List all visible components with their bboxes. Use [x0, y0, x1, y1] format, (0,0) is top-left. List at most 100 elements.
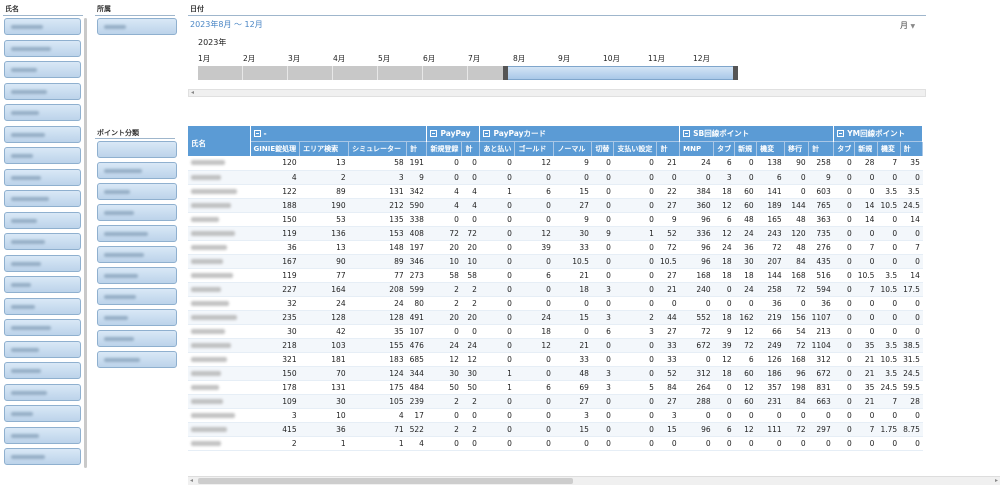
timeline-month-cell[interactable] [423, 66, 468, 80]
name-slicer-item[interactable] [4, 39, 81, 57]
name-slicer-item[interactable] [4, 319, 81, 336]
timeline-scrollbar[interactable]: ◂ [188, 89, 926, 97]
column-header[interactable]: 計 [406, 140, 428, 156]
row-header-name[interactable]: 氏名 [188, 126, 251, 156]
name-slicer-item[interactable] [4, 254, 81, 272]
timeline-end-handle[interactable] [733, 66, 738, 80]
timeline-month-cell[interactable] [243, 66, 288, 80]
column-header[interactable]: エリア検索 [299, 140, 350, 156]
row-name-cell[interactable] [188, 254, 250, 269]
points-slicer-item[interactable] [97, 351, 177, 368]
row-name-cell[interactable] [188, 422, 250, 437]
row-name-cell[interactable] [188, 310, 250, 325]
dept-slicer-item[interactable] [97, 18, 177, 35]
points-slicer-item[interactable] [97, 330, 177, 347]
collapse-icon[interactable] [253, 129, 261, 137]
column-group-header[interactable]: YM回線ポイント [833, 126, 924, 141]
collapse-icon[interactable] [837, 129, 845, 137]
row-name-cell[interactable] [188, 394, 250, 409]
row-name-cell[interactable] [188, 338, 250, 353]
row-name-cell[interactable] [188, 366, 250, 381]
name-slicer-item[interactable] [4, 340, 81, 358]
column-header[interactable]: 新規 [854, 140, 878, 156]
row-name-cell[interactable] [188, 436, 250, 451]
row-name-cell[interactable] [188, 324, 250, 339]
scroll-left-icon[interactable]: ◂ [191, 89, 195, 96]
column-header[interactable]: 移行 [784, 140, 810, 156]
name-slicer-item[interactable] [4, 426, 81, 444]
timeline-unit-dropdown[interactable]: 月 ▼ [900, 20, 915, 31]
column-header[interactable]: 機変 [756, 140, 786, 156]
name-slicer-item[interactable] [4, 61, 81, 78]
name-slicer-item[interactable] [4, 211, 81, 229]
column-header[interactable]: 計 [461, 140, 481, 156]
timeline-start-handle[interactable] [503, 66, 508, 80]
points-slicer-item[interactable] [97, 183, 177, 200]
name-slicer-scrollbar[interactable] [84, 18, 87, 468]
pivot-scroll-thumb[interactable] [198, 478, 573, 484]
points-slicer-item[interactable] [97, 162, 177, 179]
row-name-cell[interactable] [188, 170, 250, 185]
points-slicer-item[interactable] [97, 225, 177, 242]
name-slicer-item[interactable] [4, 18, 81, 35]
points-slicer-item[interactable] [97, 204, 177, 221]
pivot-horizontal-scrollbar[interactable]: ◂ ▸ [188, 476, 1000, 485]
column-group-header[interactable]: PayPay [426, 126, 481, 141]
points-slicer-item[interactable] [97, 309, 177, 326]
name-slicer-item[interactable] [4, 168, 81, 186]
name-slicer-item[interactable] [4, 190, 81, 207]
name-slicer-item[interactable] [4, 383, 81, 401]
column-header[interactable]: ノーマル [553, 140, 593, 156]
name-slicer-item[interactable] [4, 276, 81, 293]
column-header[interactable]: 切替 [591, 140, 615, 156]
column-header[interactable]: 新規 [734, 140, 758, 156]
column-header[interactable]: ゴールド [514, 140, 555, 156]
row-name-cell[interactable] [188, 156, 250, 171]
row-name-cell[interactable] [188, 268, 250, 283]
name-slicer-item[interactable] [4, 362, 81, 379]
collapse-icon[interactable] [483, 129, 491, 137]
column-header[interactable]: タブ [713, 140, 736, 156]
timeline-month-cell[interactable] [288, 66, 333, 80]
scroll-left-icon[interactable]: ◂ [190, 477, 194, 484]
name-slicer-item[interactable] [4, 297, 81, 315]
column-header[interactable]: タブ [833, 140, 856, 156]
row-name-cell[interactable] [188, 240, 250, 255]
row-name-cell[interactable] [188, 198, 250, 213]
row-name-cell[interactable] [188, 296, 250, 311]
column-header[interactable]: 新規登録 [426, 140, 463, 156]
column-group-header[interactable]: SB回線ポイント [679, 126, 835, 141]
row-name-cell[interactable] [188, 380, 250, 395]
timeline-month-cell[interactable] [198, 66, 243, 80]
row-name-cell[interactable] [188, 282, 250, 297]
row-name-cell[interactable] [188, 352, 250, 367]
name-slicer-item[interactable] [4, 147, 81, 164]
name-slicer-item[interactable] [4, 233, 81, 250]
row-name-cell[interactable] [188, 408, 250, 423]
column-group-header[interactable]: PayPayカード [479, 126, 681, 141]
column-header[interactable]: 支払い設定 [613, 140, 658, 156]
name-slicer-item[interactable] [4, 125, 81, 143]
column-header[interactable]: 計 [808, 140, 835, 156]
row-name-cell[interactable] [188, 184, 250, 199]
column-group-header[interactable]: - [250, 126, 428, 141]
column-header[interactable]: 計 [656, 140, 681, 156]
timeline-month-cell[interactable] [378, 66, 423, 80]
column-header[interactable]: あと払い [479, 140, 516, 156]
column-header[interactable]: GINIE錠処理 [250, 140, 301, 156]
points-slicer-item[interactable] [97, 267, 177, 284]
name-slicer-item[interactable] [4, 405, 81, 422]
column-header[interactable]: シミュレーター [348, 140, 408, 156]
points-slicer-item[interactable] [97, 288, 177, 305]
points-slicer-item[interactable] [97, 141, 177, 158]
name-slicer-item[interactable] [4, 448, 81, 465]
scroll-right-icon[interactable]: ▸ [994, 477, 998, 484]
timeline-selection[interactable] [506, 66, 738, 80]
points-slicer-item[interactable] [97, 246, 177, 263]
timeline-month-cell[interactable] [333, 66, 378, 80]
row-name-cell[interactable] [188, 226, 250, 241]
row-name-cell[interactable] [188, 212, 250, 227]
name-slicer-item[interactable] [4, 82, 81, 100]
column-header[interactable]: MNP [679, 140, 715, 156]
name-slicer-item[interactable] [4, 104, 81, 121]
